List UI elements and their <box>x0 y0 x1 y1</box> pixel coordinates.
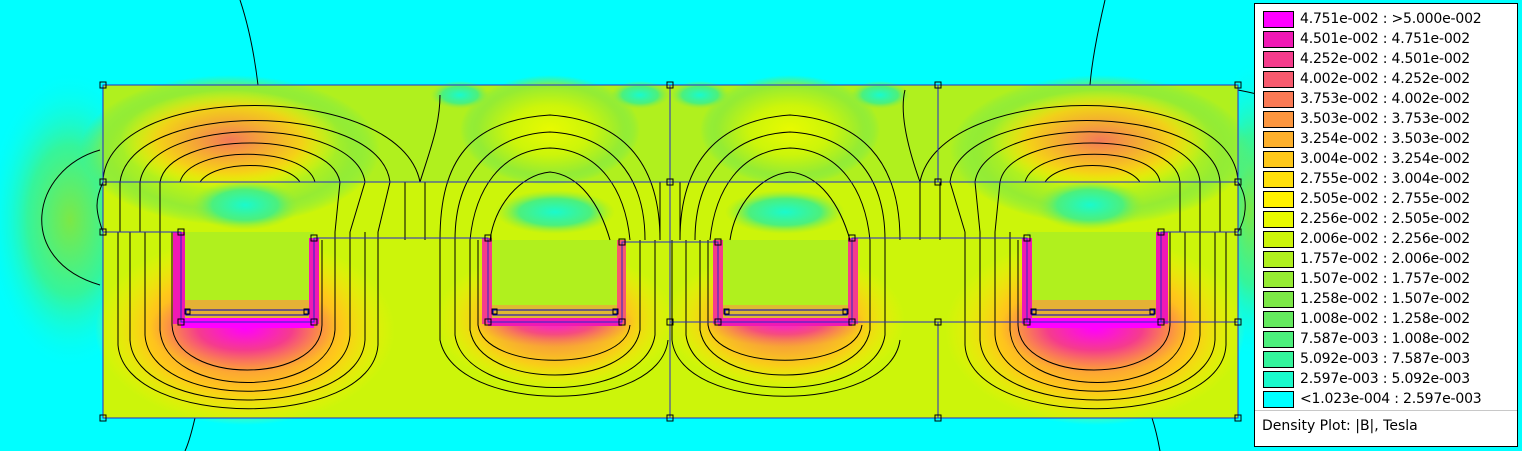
legend-swatch <box>1263 111 1294 128</box>
legend-label: 4.501e-002 : 4.751e-002 <box>1300 31 1470 47</box>
legend-entry: 2.505e-002 : 2.755e-002 <box>1255 189 1517 209</box>
legend-label: 1.507e-002 : 1.757e-002 <box>1300 271 1470 287</box>
legend-entry: 5.092e-003 : 7.587e-003 <box>1255 349 1517 369</box>
legend-entry: 1.507e-002 : 1.757e-002 <box>1255 269 1517 289</box>
legend-swatch <box>1263 231 1294 248</box>
legend-entry: 1.258e-002 : 1.507e-002 <box>1255 289 1517 309</box>
legend-entry: 4.501e-002 : 4.751e-002 <box>1255 29 1517 49</box>
legend-label: <1.023e-004 : 2.597e-003 <box>1300 391 1482 407</box>
legend-entry: 2.256e-002 : 2.505e-002 <box>1255 209 1517 229</box>
legend-swatch <box>1263 311 1294 328</box>
legend-label: 1.258e-002 : 1.507e-002 <box>1300 291 1470 307</box>
legend-label: 2.006e-002 : 2.256e-002 <box>1300 231 1470 247</box>
legend-label: 2.755e-002 : 3.004e-002 <box>1300 171 1470 187</box>
legend-label: 7.587e-003 : 1.008e-002 <box>1300 331 1470 347</box>
coil-conductors <box>185 309 1155 316</box>
legend-entry: 2.597e-003 : 5.092e-003 <box>1255 369 1517 389</box>
legend-label: 4.002e-002 : 4.252e-002 <box>1300 71 1470 87</box>
legend-label: 3.004e-002 : 3.254e-002 <box>1300 151 1470 167</box>
legend-swatch <box>1263 251 1294 268</box>
legend-swatch <box>1263 211 1294 228</box>
legend-entry: 1.008e-002 : 1.258e-002 <box>1255 309 1517 329</box>
legend-swatch <box>1263 351 1294 368</box>
legend-swatch <box>1263 371 1294 388</box>
legend-entry: 4.002e-002 : 4.252e-002 <box>1255 69 1517 89</box>
legend-entry: 4.751e-002 : >5.000e-002 <box>1255 9 1517 29</box>
legend-entry: <1.023e-004 : 2.597e-003 <box>1255 389 1517 409</box>
legend-label: 2.505e-002 : 2.755e-002 <box>1300 191 1470 207</box>
legend-label: 3.254e-002 : 3.503e-002 <box>1300 131 1470 147</box>
legend-label: 4.751e-002 : >5.000e-002 <box>1300 11 1482 27</box>
flux-lines <box>41 0 1306 451</box>
legend-separator <box>1255 410 1517 411</box>
legend-swatch <box>1263 11 1294 28</box>
legend-swatch <box>1263 291 1294 308</box>
legend-entry: 4.252e-002 : 4.501e-002 <box>1255 49 1517 69</box>
legend-entry: 2.755e-002 : 3.004e-002 <box>1255 169 1517 189</box>
legend-entry: 3.004e-002 : 3.254e-002 <box>1255 149 1517 169</box>
legend-entry: 1.757e-002 : 2.006e-002 <box>1255 249 1517 269</box>
density-legend: 4.751e-002 : >5.000e-002 4.501e-002 : 4.7… <box>1254 3 1518 447</box>
legend-entry: 3.254e-002 : 3.503e-002 <box>1255 129 1517 149</box>
legend-swatch <box>1263 91 1294 108</box>
legend-swatch <box>1263 51 1294 68</box>
legend-swatch <box>1263 191 1294 208</box>
geometry-nodes[interactable] <box>99 81 1242 422</box>
legend-swatch <box>1263 31 1294 48</box>
legend-entry: 7.587e-003 : 1.008e-002 <box>1255 329 1517 349</box>
legend-swatch <box>1263 331 1294 348</box>
legend-swatch <box>1263 71 1294 88</box>
legend-label: 2.256e-002 : 2.505e-002 <box>1300 211 1470 227</box>
legend-label: 5.092e-003 : 7.587e-003 <box>1300 351 1470 367</box>
legend-swatch <box>1263 151 1294 168</box>
legend-label: 1.008e-002 : 1.258e-002 <box>1300 311 1470 327</box>
legend-swatch <box>1263 271 1294 288</box>
geometry-outline <box>102 84 1239 419</box>
legend-entry: 3.503e-002 : 3.753e-002 <box>1255 109 1517 129</box>
legend-label: 2.597e-003 : 5.092e-003 <box>1300 371 1470 387</box>
legend-label: 1.757e-002 : 2.006e-002 <box>1300 251 1470 267</box>
legend-label: 3.753e-002 : 4.002e-002 <box>1300 91 1470 107</box>
legend-title: Density Plot: |B|, Tesla <box>1262 418 1418 434</box>
legend-entry: 3.753e-002 : 4.002e-002 <box>1255 89 1517 109</box>
legend-label: 3.503e-002 : 3.753e-002 <box>1300 111 1470 127</box>
legend-swatch <box>1263 391 1294 408</box>
legend-entry: 2.006e-002 : 2.256e-002 <box>1255 229 1517 249</box>
legend-swatch <box>1263 131 1294 148</box>
legend-label: 4.252e-002 : 4.501e-002 <box>1300 51 1470 67</box>
legend-swatch <box>1263 171 1294 188</box>
